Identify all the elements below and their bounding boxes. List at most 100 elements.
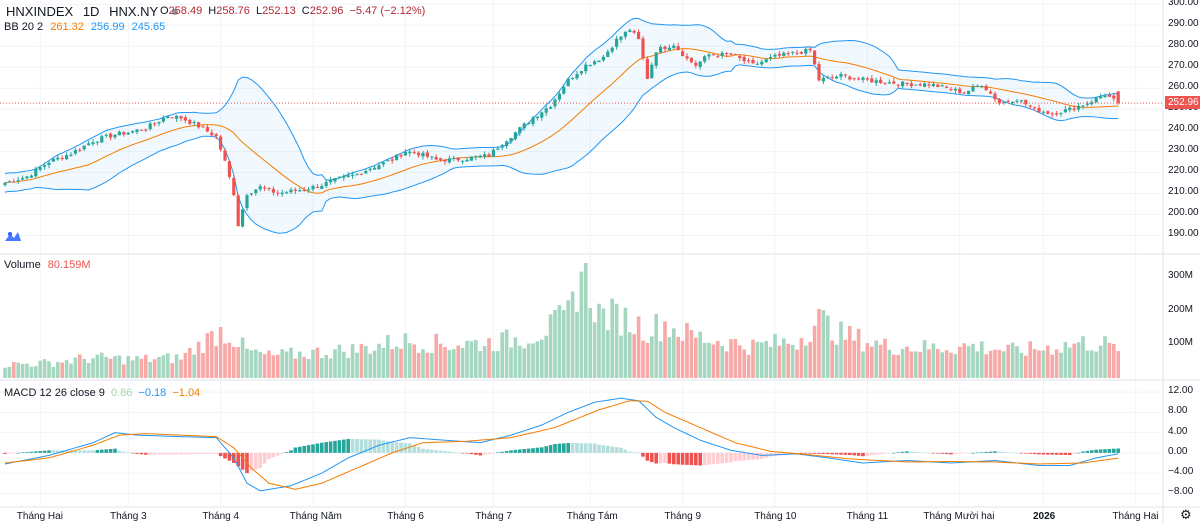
volume-bar (342, 351, 346, 378)
volume-bar (1094, 351, 1098, 378)
candle-body (430, 156, 434, 158)
candle-body (870, 78, 874, 83)
candle-body (456, 157, 460, 161)
volume-tick-label: 100M (1168, 337, 1194, 349)
macd-hist-bar (1037, 452, 1041, 455)
candle-body (100, 136, 104, 143)
volume-bar (166, 353, 170, 378)
volume-bar (474, 339, 478, 378)
candle-body (337, 176, 341, 178)
bb-basis: 261.32 (50, 21, 84, 33)
candle-body (271, 188, 275, 193)
low-label: L (255, 5, 263, 17)
volume-bar (298, 351, 302, 378)
volume-bar (980, 341, 984, 378)
settings-gear-icon[interactable]: ⚙ (1180, 507, 1192, 522)
macd-hist-bar (474, 452, 478, 455)
symbol-exchange: HNX.NY (109, 4, 158, 19)
macd-tick-label: 8.00 (1168, 405, 1188, 417)
tradingview-logo-icon[interactable] (4, 229, 22, 243)
candle-body (755, 63, 759, 65)
volume-bar (38, 360, 42, 378)
volume-bar (280, 349, 284, 378)
macd-hist-bar (166, 452, 170, 455)
volume-bar (412, 344, 416, 378)
symbol-interval[interactable]: 1D (82, 4, 100, 19)
macd-hist-bar (694, 452, 698, 466)
volume-bar (126, 356, 130, 378)
candle-body (434, 156, 438, 160)
candle-body (1006, 100, 1010, 102)
volume-bar (870, 346, 874, 378)
candle-body (597, 60, 601, 63)
volume-bar (971, 343, 975, 378)
macd-hist-bar (223, 452, 227, 459)
macd-hist-bar (434, 450, 438, 453)
macd-hist-bar (1041, 452, 1046, 455)
volume-bar (1085, 350, 1090, 378)
volume-bar (368, 353, 372, 378)
macd-hist-bar (157, 452, 161, 455)
candle-body (883, 82, 887, 84)
candle-body (139, 129, 143, 131)
candle-body (82, 145, 86, 150)
macd-hist-bar (997, 451, 1002, 453)
macd-hist-bar (302, 445, 306, 453)
candle-body (232, 178, 236, 196)
bb-legend[interactable]: BB 20 2 261.32 256.99 245.65 (4, 21, 165, 33)
candle-body (729, 53, 733, 55)
volume-bar (641, 340, 645, 378)
macd-hist-bar (720, 452, 724, 464)
volume-bar (1028, 341, 1032, 378)
volume-bar (839, 321, 843, 378)
macd-hist-bar (892, 452, 896, 454)
volume-bar (953, 353, 958, 378)
volume-bar (460, 347, 465, 378)
ohlc-values: O258.49 H258.76 L252.13 C252.96 −5.47 (−… (160, 5, 425, 17)
candle-body (21, 178, 25, 180)
candle-body (421, 152, 425, 157)
macd-hist-bar (821, 452, 826, 455)
volume-bar (443, 347, 447, 378)
volume-bar (619, 335, 623, 378)
status-dot (171, 8, 178, 15)
volume-legend[interactable]: Volume 80.159M (4, 259, 91, 271)
macd-hist-bar (408, 443, 412, 453)
price-tick-label: 210.00 (1168, 186, 1199, 198)
volume-bar (689, 330, 694, 378)
volume-bar (856, 328, 861, 378)
candle-body (197, 122, 201, 128)
volume-tick-label: 300M (1168, 270, 1194, 282)
candle-body (654, 52, 658, 66)
candle-body (896, 84, 900, 86)
volume-bar (966, 346, 971, 378)
macd-hist-bar (306, 445, 311, 453)
macd-hist-bar (249, 452, 254, 471)
macd-hist-bar (751, 452, 755, 460)
candle-body (487, 154, 491, 157)
volume-bar (1090, 350, 1094, 378)
macd-hist-bar (852, 452, 856, 456)
symbol-name[interactable]: HNXINDEX (6, 4, 74, 19)
macd-hist-bar (738, 452, 742, 461)
macd-hist-bar (931, 452, 936, 454)
candle-body (1072, 108, 1076, 110)
candle-body (179, 116, 183, 119)
candle-body (949, 89, 953, 91)
volume-bar (790, 344, 795, 378)
macd-hist-bar (905, 451, 909, 453)
macd-hist-bar (179, 452, 183, 455)
candle-body (681, 51, 685, 57)
macd-legend[interactable]: MACD 12 26 close 9 0.86 −0.18 −1.04 (4, 387, 200, 399)
macd-hist-bar (1068, 452, 1072, 456)
volume-bar (500, 332, 504, 378)
macd-hist-bar (320, 442, 324, 453)
macd-hist-bar (971, 452, 975, 454)
volume-bar (78, 354, 82, 378)
candle-body (562, 87, 566, 94)
macd-hist-bar (412, 445, 416, 453)
volume-bar (328, 358, 333, 378)
candle-body (7, 181, 11, 183)
candle-body (777, 53, 781, 56)
bb-lower: 245.65 (131, 21, 166, 33)
